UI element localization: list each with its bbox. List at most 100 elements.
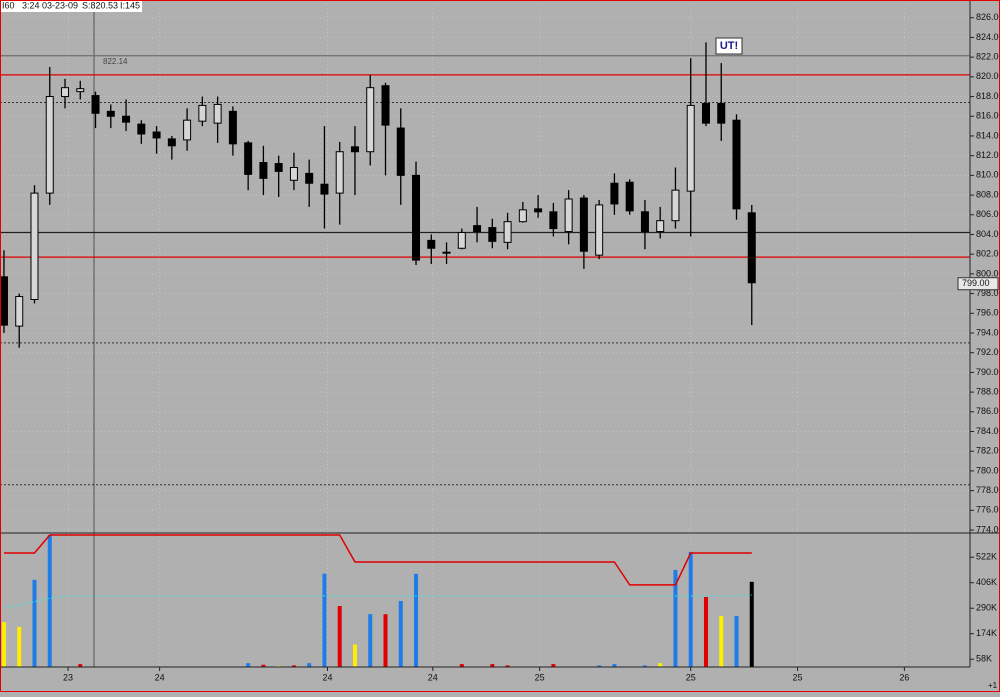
candle-body xyxy=(350,146,359,153)
y-tick-label: 816.00 xyxy=(976,111,1000,121)
candle-body xyxy=(15,296,24,327)
candle-body xyxy=(579,197,588,252)
volume-bar xyxy=(703,597,708,672)
candle-body xyxy=(198,104,207,122)
candle-body xyxy=(45,96,54,194)
y-tick-label: 802.00 xyxy=(976,249,1000,259)
candle-body xyxy=(289,166,298,181)
volume-bar xyxy=(383,614,388,672)
candle-body xyxy=(137,123,146,135)
volume-line xyxy=(4,534,752,586)
marks-layer: 822.14 xyxy=(0,0,970,672)
volume-bar xyxy=(47,535,52,672)
last-price-box xyxy=(957,277,999,291)
candle-body xyxy=(244,142,253,175)
candle-body xyxy=(396,127,405,176)
header-box xyxy=(0,0,142,12)
y-tick-label: 796.00 xyxy=(976,308,1000,318)
y-tick-label: 788.00 xyxy=(976,386,1000,396)
volume-bar xyxy=(32,579,37,672)
candle-body xyxy=(106,110,115,117)
candle-body xyxy=(747,212,756,284)
candle-body xyxy=(488,227,497,242)
volume-bar xyxy=(1,622,6,672)
candle-body xyxy=(656,220,665,233)
header-interval: I:145 xyxy=(120,0,140,10)
candle-body xyxy=(412,174,421,261)
volume-bar xyxy=(719,615,724,672)
last-price-label: 799.00 xyxy=(962,278,990,288)
candle-body xyxy=(427,239,436,249)
header-time: 3:24 xyxy=(22,0,40,10)
y-tick-label: 800.00 xyxy=(976,268,1000,278)
annotation-box xyxy=(715,37,743,55)
volume-bar xyxy=(414,573,419,672)
x-tick-label: 25 xyxy=(535,672,545,682)
x-tick-label: 24 xyxy=(428,672,438,682)
volume-bar xyxy=(398,600,403,672)
candle-body xyxy=(152,131,161,139)
y-tick-label: 782.00 xyxy=(976,446,1000,456)
candle-body xyxy=(564,198,573,233)
y-tick-label: 822.00 xyxy=(976,52,1000,62)
x-tick-label: 24 xyxy=(322,672,332,682)
candle-body xyxy=(305,172,314,184)
candle-body xyxy=(534,208,543,213)
y-tick-label: 784.00 xyxy=(976,426,1000,436)
candle-body xyxy=(732,119,741,210)
candle-body xyxy=(518,209,527,223)
header-date: 03-23-09 xyxy=(42,0,78,10)
level-label: 822.14 xyxy=(103,57,128,66)
y-tick-label: 820.00 xyxy=(976,71,1000,81)
candle-body xyxy=(625,181,634,212)
y-tick-label: 58K xyxy=(976,654,992,664)
volume-bar xyxy=(352,644,357,672)
y-tick-label: 522K xyxy=(976,552,997,562)
y-tick-label: 780.00 xyxy=(976,465,1000,475)
y-tick-label: 806.00 xyxy=(976,209,1000,219)
axis-note: +1 xyxy=(988,681,998,690)
y-tick-label: 776.00 xyxy=(976,505,1000,515)
candle-body xyxy=(30,192,39,300)
y-tick-label: 818.00 xyxy=(976,91,1000,101)
candle-body xyxy=(366,87,375,153)
volume-bar xyxy=(749,581,754,672)
candle-body xyxy=(701,102,710,124)
y-tick-label: 798.00 xyxy=(976,288,1000,298)
candle-body xyxy=(549,211,558,230)
y-tick-label: 812.00 xyxy=(976,150,1000,160)
grid-layer xyxy=(0,0,970,667)
x-axis-strip xyxy=(0,667,1000,692)
candle-body xyxy=(671,189,680,222)
candle-body xyxy=(686,104,695,192)
y-tick-label: 814.00 xyxy=(976,130,1000,140)
candle-body xyxy=(335,151,344,194)
candle-body xyxy=(76,88,85,93)
y-tick-label: 792.00 xyxy=(976,347,1000,357)
x-tick-label: 24 xyxy=(155,672,165,682)
volume-bar xyxy=(673,569,678,672)
candle-body xyxy=(61,87,70,98)
volume-line xyxy=(3,594,752,609)
y-tick-label: 804.00 xyxy=(976,229,1000,239)
volume-bar xyxy=(368,614,373,672)
y-tick-label: 778.00 xyxy=(976,485,1000,495)
y-tick-label: 174K xyxy=(976,628,997,638)
header-symbol: I60 xyxy=(2,0,15,10)
candle-body xyxy=(473,225,482,233)
candle-body xyxy=(91,95,100,114)
candle-body xyxy=(183,119,192,141)
volume-bar xyxy=(734,615,739,672)
candle-body xyxy=(595,204,604,256)
candle-body xyxy=(274,163,283,172)
y-tick-label: 406K xyxy=(976,577,997,587)
candle-body xyxy=(717,102,726,124)
x-tick-label: 25 xyxy=(793,672,803,682)
y-tick-label: 824.00 xyxy=(976,32,1000,42)
candle-body xyxy=(259,162,268,179)
volume-bar xyxy=(17,626,22,672)
candle-body xyxy=(381,85,390,126)
candle-body xyxy=(213,103,222,124)
